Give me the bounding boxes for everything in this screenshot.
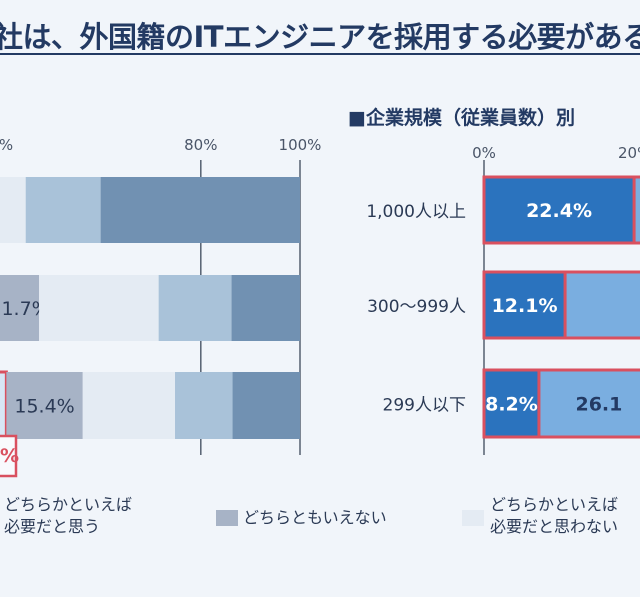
bar-value-label: 26.1 <box>575 394 622 416</box>
legend-label-neutral: どちらともいえない <box>243 508 387 527</box>
bar-segment <box>0 275 40 341</box>
bar-segment <box>158 275 232 341</box>
bar-segment <box>232 372 300 439</box>
size-chart-title: ■企業規模（従業員数）別 <box>348 107 575 129</box>
tick-label: 80% <box>184 136 217 154</box>
bar-segment <box>175 372 233 439</box>
title-underline <box>0 53 640 55</box>
bar-segment-need <box>482 270 567 340</box>
legend-label-somewhat-need-line2: 必要だと思う <box>4 517 101 536</box>
legend-label-somewhat-not-need-line2: 必要だと思わない <box>490 517 619 536</box>
legend-item-neutral: どちらともいえない <box>243 507 387 529</box>
bar-segment <box>82 372 176 439</box>
category-label: 1,000人以上 <box>366 202 466 222</box>
category-label: 300〜999人 <box>367 297 466 317</box>
legend-item-somewhat-not-need: どちらかといえば 必要だと思わない <box>490 494 618 538</box>
bar-segment <box>25 177 101 243</box>
legend-label-somewhat-not-need-line1: どちらかといえば <box>490 495 619 514</box>
bar-segment <box>231 275 300 341</box>
highlight-callout-box <box>0 434 18 478</box>
bar-segment <box>39 275 159 341</box>
bar-segment <box>100 177 300 243</box>
tick-label: 100% <box>279 136 322 154</box>
page-title: 社は、外国籍のITエンジニアを採用する必要がある <box>0 20 640 54</box>
bar-segment-need <box>482 175 636 245</box>
bar-value-label: 15.4% <box>14 396 74 418</box>
bar-value-label: 21.7% <box>0 298 50 320</box>
legend-label-somewhat-need-line1: どちらかといえば <box>4 495 133 514</box>
legend-swatch-neutral <box>216 510 238 526</box>
legend-item-somewhat-need: どちらかといえば 必要だと思う <box>4 494 132 538</box>
bar-segment <box>6 372 83 439</box>
bar-segment <box>0 177 26 243</box>
category-label: 299人以下 <box>383 396 466 416</box>
highlight-callout-label: % <box>0 445 19 467</box>
tick-label: 0% <box>472 144 496 162</box>
tick-label: % <box>0 136 13 154</box>
bar-value-label: 8.2% <box>485 394 538 416</box>
legend-swatch-somewhat-not-need <box>462 510 484 526</box>
bar-value-label: 12.1% <box>492 295 558 317</box>
bar-value-label: 22.4% <box>526 200 592 222</box>
tick-label: 20% <box>618 144 640 162</box>
bar-segment-need <box>482 368 541 439</box>
